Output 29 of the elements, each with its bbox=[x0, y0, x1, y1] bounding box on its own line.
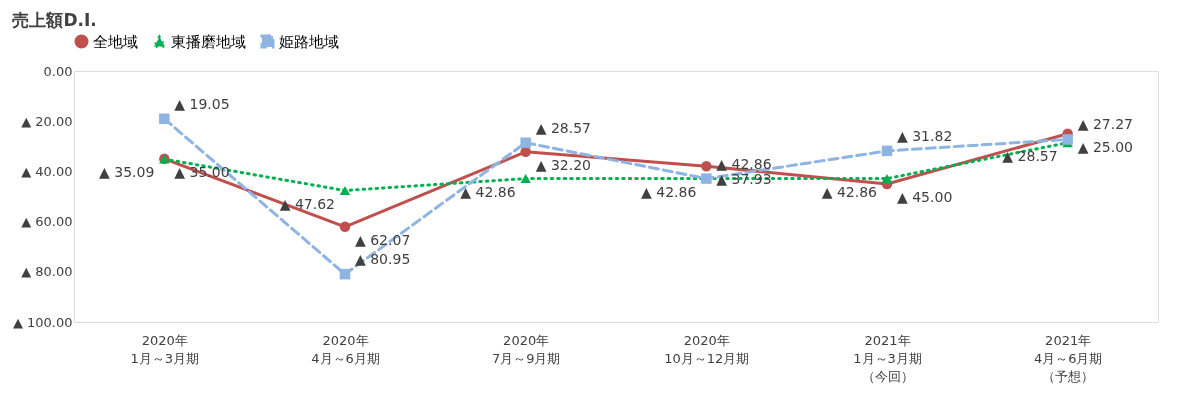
x-tick-label: 2020年 10月～12月期 bbox=[664, 332, 750, 366]
data-label: ▲ 32.20 bbox=[535, 156, 591, 173]
y-tick-label: 0.00 bbox=[43, 63, 73, 79]
data-label: ▲ 42.86 bbox=[460, 183, 516, 200]
data-label: ▲ 35.09 bbox=[99, 164, 155, 181]
x-tick-label: 2020年 7月～9月期 bbox=[491, 332, 561, 366]
x-tick-label: 2020年 1月～3月期 bbox=[130, 332, 200, 366]
data-label: ▲ 28.57 bbox=[535, 119, 591, 136]
data-label: ▲ 45.00 bbox=[897, 188, 953, 205]
legend-label: 姫路地域 bbox=[279, 32, 339, 51]
data-label: ▲ 19.05 bbox=[174, 95, 230, 112]
data-label: ▲ 31.82 bbox=[897, 127, 953, 144]
y-tick-label: ▲ 100.00 bbox=[12, 314, 73, 330]
data-label: ▲ 42.86 bbox=[821, 183, 878, 200]
data-label: ▲ 42.86 bbox=[641, 183, 697, 200]
x-tick-label: 2021年 1月～3月期（今回） bbox=[853, 332, 922, 384]
y-tick-label: ▲ 80.00 bbox=[21, 264, 73, 280]
data-label: ▲ 27.27 bbox=[1077, 116, 1133, 133]
data-label: ▲ 25.00 bbox=[1077, 138, 1133, 155]
y-tick-label: ▲ 20.00 bbox=[21, 113, 73, 129]
chart-title: 売上額D.I. bbox=[12, 10, 97, 30]
y-tick-label: ▲ 60.00 bbox=[21, 214, 73, 230]
y-tick-label: ▲ 40.00 bbox=[21, 163, 73, 179]
legend-label: 全地域 bbox=[93, 32, 138, 51]
legend-label: 東播磨地域 bbox=[171, 32, 246, 51]
data-label: ▲ 80.95 bbox=[355, 251, 411, 268]
x-tick-label: 2020年 4月～6月期 bbox=[311, 332, 380, 366]
data-label: ▲ 62.07 bbox=[355, 231, 411, 248]
x-tick-label: 2021年 4月～6月期（予想） bbox=[1033, 332, 1103, 384]
